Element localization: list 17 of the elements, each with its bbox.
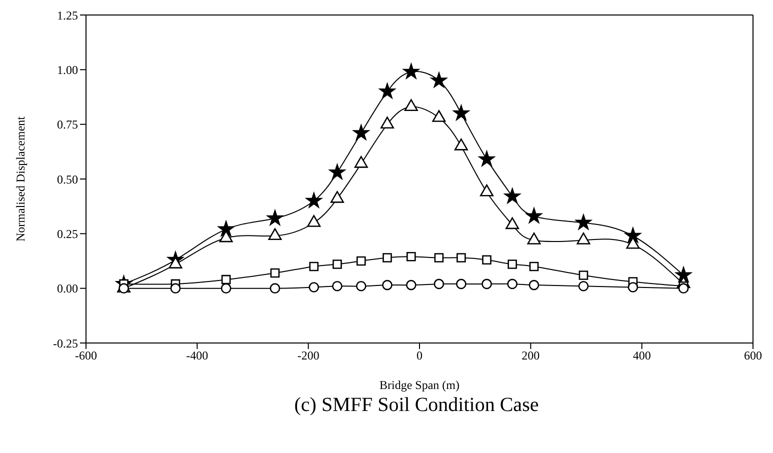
x-tick-label: 600	[744, 348, 762, 363]
y-tick-label: 0.00	[57, 282, 78, 296]
x-tick-label: -600	[75, 348, 97, 363]
x-tick-label: 200	[522, 348, 540, 363]
y-tick-label: 0.75	[57, 118, 78, 132]
y-tick-label: 1.25	[57, 8, 78, 22]
y-tick-label: 1.00	[57, 62, 78, 77]
y-tick-label: 0.50	[57, 172, 78, 186]
x-tick-label: -400	[186, 348, 208, 363]
x-tick-label: 0	[416, 348, 422, 363]
y-tick-label: -0.25	[53, 336, 78, 350]
y-axis-title: Normalised Displacement	[13, 116, 28, 242]
y-tick-label: 0.25	[57, 226, 78, 241]
x-axis-title: Bridge Span (m)	[380, 378, 460, 392]
x-tick-label: -200	[297, 348, 320, 363]
x-tick-label: 400	[632, 348, 651, 363]
text: (c) SMFF Soil Condition Case	[293, 393, 540, 417]
